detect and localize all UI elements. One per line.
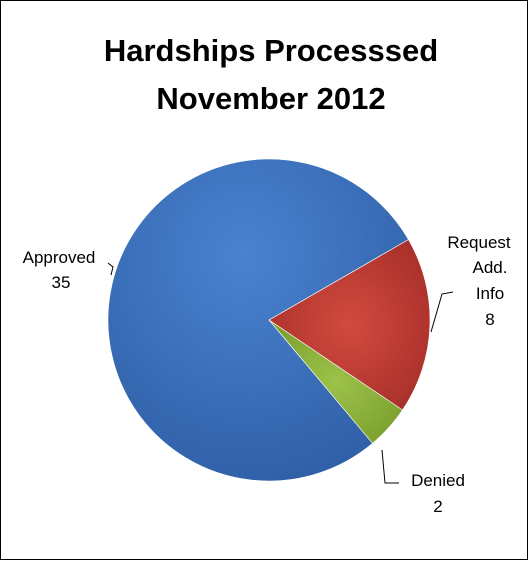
chart-title-line-1: Hardships Processsed <box>104 33 438 68</box>
leader-line-denied <box>381 449 399 484</box>
slice-label-approved: Approved <box>23 248 96 267</box>
chart-title-line-2: November 2012 <box>156 81 385 116</box>
leader-line-approved <box>107 262 114 276</box>
pie-slices <box>107 158 431 482</box>
slice-label-denied: Denied <box>411 471 465 490</box>
slice-value-request: 8 <box>485 310 494 329</box>
leader-line-request <box>430 291 454 333</box>
slice-label-request-line-1: Request <box>447 233 511 252</box>
slice-label-request-line-2: Add. <box>473 258 508 277</box>
pie-slice-request-add-info <box>268 239 431 411</box>
slice-value-approved: 35 <box>52 273 71 292</box>
slice-value-denied: 2 <box>433 497 442 516</box>
pie-slice-approved <box>107 158 409 482</box>
slice-label-request-line-3: Info <box>476 284 504 303</box>
